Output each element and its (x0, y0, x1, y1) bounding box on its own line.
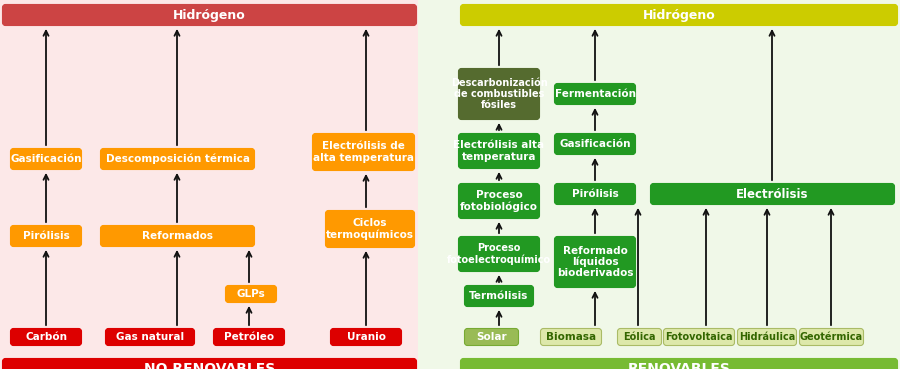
FancyBboxPatch shape (554, 134, 635, 155)
FancyBboxPatch shape (11, 225, 82, 246)
FancyBboxPatch shape (554, 183, 635, 204)
Text: Descomposición térmica: Descomposición térmica (105, 154, 249, 164)
Text: Pirólisis: Pirólisis (22, 231, 69, 241)
Text: Termólisis: Termólisis (469, 291, 528, 301)
FancyBboxPatch shape (3, 359, 417, 369)
FancyBboxPatch shape (458, 69, 539, 120)
FancyBboxPatch shape (554, 237, 635, 287)
Text: Ciclos
termoquímicos: Ciclos termoquímicos (326, 218, 414, 240)
Text: NO RENOVABLES: NO RENOVABLES (144, 362, 275, 369)
FancyBboxPatch shape (11, 328, 82, 345)
FancyBboxPatch shape (461, 4, 897, 25)
Text: Hidráulica: Hidráulica (739, 332, 795, 342)
FancyBboxPatch shape (105, 328, 194, 345)
Text: Reformado
líquidos
bioderivados: Reformado líquidos bioderivados (557, 245, 634, 279)
Text: Reformados: Reformados (142, 231, 213, 241)
FancyBboxPatch shape (458, 134, 539, 169)
Text: Pirólisis: Pirólisis (572, 189, 618, 199)
Text: Fermentación: Fermentación (554, 89, 635, 99)
FancyBboxPatch shape (326, 210, 415, 248)
Text: Geotérmica: Geotérmica (800, 332, 863, 342)
FancyBboxPatch shape (101, 148, 255, 169)
FancyBboxPatch shape (461, 359, 897, 369)
Text: Gasificación: Gasificación (559, 139, 631, 149)
Text: Electrólisis: Electrólisis (736, 187, 809, 200)
Text: Hidrógeno: Hidrógeno (173, 8, 246, 21)
Text: Gasificación: Gasificación (10, 154, 82, 164)
FancyBboxPatch shape (464, 328, 518, 345)
FancyBboxPatch shape (617, 328, 662, 345)
Bar (0, 0, 418, 369)
Text: Eólica: Eólica (623, 332, 656, 342)
FancyBboxPatch shape (554, 83, 635, 104)
FancyBboxPatch shape (213, 328, 284, 345)
Text: Descarbonización
de combustibles
fósiles: Descarbonización de combustibles fósiles (451, 78, 547, 110)
Text: Hidrógeno: Hidrógeno (643, 8, 716, 21)
Text: Petróleo: Petróleo (224, 332, 274, 342)
Text: Carbón: Carbón (25, 332, 67, 342)
FancyBboxPatch shape (458, 237, 539, 272)
FancyBboxPatch shape (737, 328, 796, 345)
FancyBboxPatch shape (651, 183, 895, 204)
FancyBboxPatch shape (101, 225, 255, 246)
FancyBboxPatch shape (312, 134, 415, 170)
FancyBboxPatch shape (226, 286, 276, 303)
Text: Gas natural: Gas natural (116, 332, 184, 342)
Text: Fotovoltaica: Fotovoltaica (665, 332, 733, 342)
Text: Proceso
fotobiológico: Proceso fotobiológico (460, 190, 538, 212)
FancyBboxPatch shape (464, 286, 534, 307)
Text: Biomasa: Biomasa (546, 332, 596, 342)
Bar (418, 0, 900, 369)
Text: GLPs: GLPs (237, 289, 266, 299)
Text: RENOVABLES: RENOVABLES (627, 362, 731, 369)
Text: Uranio: Uranio (346, 332, 385, 342)
FancyBboxPatch shape (458, 183, 539, 218)
Text: Solar: Solar (476, 332, 507, 342)
Text: Proceso
fotoelectroquímico: Proceso fotoelectroquímico (447, 243, 551, 265)
FancyBboxPatch shape (3, 4, 417, 25)
FancyBboxPatch shape (799, 328, 863, 345)
FancyBboxPatch shape (11, 148, 82, 169)
FancyBboxPatch shape (541, 328, 601, 345)
Text: Electrólisis alta
temperatura: Electrólisis alta temperatura (454, 140, 544, 162)
FancyBboxPatch shape (330, 328, 401, 345)
FancyBboxPatch shape (663, 328, 734, 345)
Text: Electrólisis de
alta temperatura: Electrólisis de alta temperatura (313, 141, 414, 163)
